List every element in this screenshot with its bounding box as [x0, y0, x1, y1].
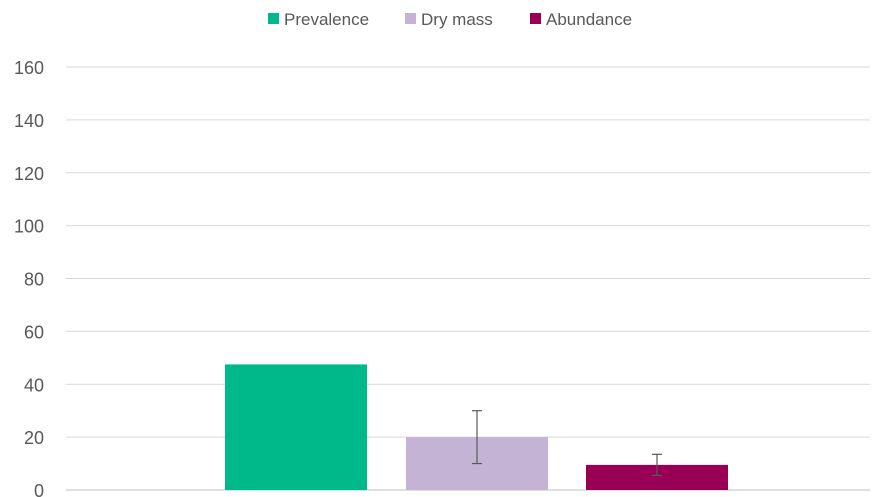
y-tick-label: 0 [34, 481, 44, 497]
y-axis-ticks: 0 20 40 60 80 100 120 140 160 [14, 58, 44, 497]
y-tick-label: 160 [14, 58, 44, 78]
grid-lines [66, 66, 870, 491]
bar-prevalence [225, 364, 367, 490]
legend-label: Abundance [546, 10, 632, 29]
y-tick-label: 60 [24, 322, 44, 342]
y-tick-label: 140 [14, 111, 44, 131]
y-tick-label: 120 [14, 164, 44, 184]
y-tick-label: 20 [24, 428, 44, 448]
legend-swatch [530, 13, 541, 24]
legend-label: Dry mass [421, 10, 493, 29]
legend-label: Prevalence [284, 10, 369, 29]
y-tick-label: 100 [14, 217, 44, 237]
y-tick-label: 80 [24, 270, 44, 290]
error-bars [472, 410, 662, 477]
legend-swatch [405, 13, 416, 24]
legend: Prevalence Dry mass Abundance [268, 10, 632, 29]
y-tick-label: 40 [24, 375, 44, 395]
legend-swatch [268, 13, 279, 24]
